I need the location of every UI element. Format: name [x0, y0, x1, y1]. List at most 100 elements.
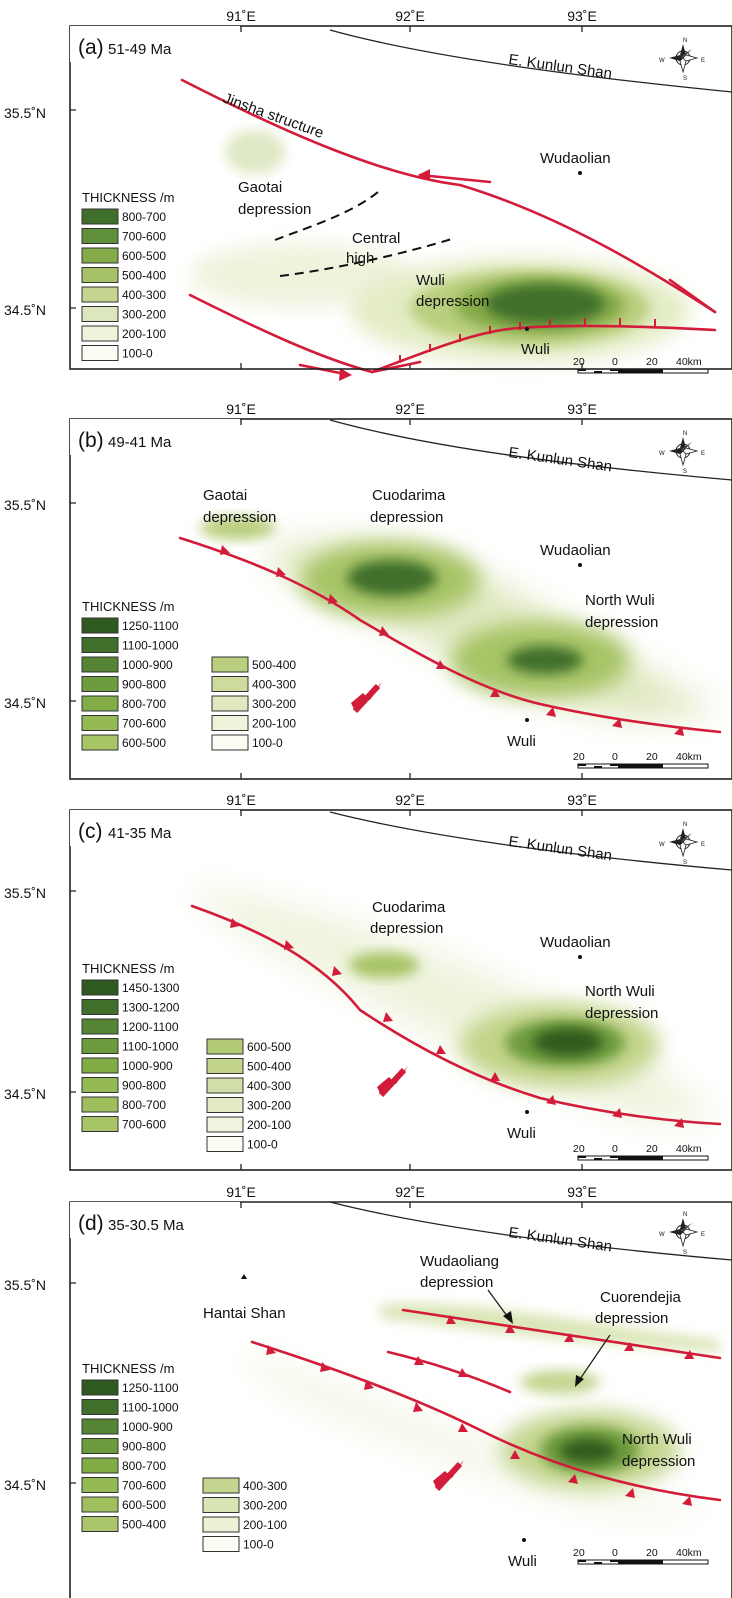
- lon-label-91-b: 91˚E: [226, 401, 256, 417]
- legend-c-item-swatch: [206, 1097, 244, 1113]
- svg-text:20: 20: [646, 751, 658, 763]
- fault-d-north: [401, 1308, 722, 1360]
- compass-e-label: E: [701, 58, 705, 64]
- legend-d-item-swatch: [202, 1477, 240, 1494]
- cuodarima-label-c: Cuodarima: [372, 899, 446, 916]
- legend-d-item-swatch: [202, 1536, 240, 1552]
- legend-d-item-label: 1100-1000: [122, 1401, 179, 1415]
- compass-e-label: E: [701, 451, 705, 457]
- legend-c-item-swatch: [81, 979, 119, 996]
- legend-c-left: 1450-1300 1300-1200 1200-1100 1100-1000 1000…: [81, 979, 180, 1132]
- panel-d: 91˚E 92˚E 93˚E 35.5˚N 34.5˚N E. Kunlun S…: [4, 1184, 732, 1598]
- legend-d-item-label: 700-600: [122, 1479, 166, 1493]
- legend-d-item-label: 600-500: [122, 1498, 166, 1512]
- legend-d-item-label: 500-400: [122, 1518, 166, 1532]
- legend-a: 800-700 700-600 600-500 500-400 400-300 300-2…: [81, 208, 166, 361]
- scalebar-d: 20 0 20 40km: [573, 1547, 709, 1565]
- legend-a-item-label: 500-400: [122, 269, 166, 283]
- legend-b-item-label: 1250-1100: [122, 619, 179, 633]
- legend-d-item-swatch: [81, 1516, 119, 1532]
- legend-b-item-label: 900-800: [122, 678, 166, 692]
- legend-c-item-swatch: [81, 1057, 119, 1074]
- compass-s-label: S: [683, 1250, 687, 1256]
- panel-frame-a: [69, 25, 732, 370]
- legend-c-item-label: 400-300: [247, 1079, 291, 1093]
- legend-c-item-swatch: [206, 1116, 244, 1133]
- legend-c-item-swatch: [81, 1096, 119, 1113]
- legend-b-item-label: 700-600: [122, 717, 166, 731]
- legend-a-item-label: 400-300: [122, 288, 166, 302]
- svg-text:0: 0: [612, 751, 618, 763]
- legend-d-item-label: 1000-900: [122, 1420, 173, 1434]
- panel-title-c: (c): [78, 820, 103, 843]
- central-label-a2: high: [346, 250, 374, 267]
- legend-d-item-label: 400-300: [243, 1479, 287, 1493]
- svg-text:20: 20: [646, 1143, 658, 1155]
- svg-text:0: 0: [612, 356, 618, 368]
- lon-label-92-d: 92˚E: [395, 1184, 425, 1200]
- svg-text:40km: 40km: [676, 356, 702, 368]
- legend-b-item-swatch: [211, 715, 249, 731]
- legend-c-item-swatch: [206, 1038, 244, 1055]
- panel-b: 91˚E 92˚E 93˚E 35.5˚N 34.5˚N E. Kunlun S…: [4, 401, 732, 780]
- legend-d-item-swatch: [81, 1457, 119, 1474]
- legend-d-item-label: 300-200: [243, 1499, 287, 1513]
- legend-d-item-label: 900-800: [122, 1440, 166, 1454]
- fault-c: [190, 904, 722, 1126]
- panel-age-d: 35-30.5 Ma: [108, 1217, 185, 1234]
- wuli-dep-label-a: Wuli: [416, 272, 445, 289]
- lon-label-92-c: 92˚E: [395, 792, 425, 808]
- svg-text:40km: 40km: [676, 751, 702, 763]
- basin-shading-c: [190, 885, 720, 1120]
- compass-e-label: E: [701, 1232, 705, 1238]
- cuodarima-label-b: Cuodarima: [372, 487, 446, 504]
- legend-b-item-label: 400-300: [252, 678, 296, 692]
- svg-text:20: 20: [573, 751, 585, 763]
- cuodarima-label-c2: depression: [370, 920, 443, 937]
- compass-s-label: S: [683, 860, 687, 866]
- kunlun-label-c: E. Kunlun Shan: [507, 833, 613, 864]
- svg-text:0: 0: [612, 1547, 618, 1559]
- legend-b-item-label: 600-500: [122, 736, 166, 750]
- northwuli-label-d2: depression: [622, 1453, 695, 1470]
- legend-d-item-swatch: [81, 1496, 119, 1513]
- legend-b-item-label: 1000-900: [122, 658, 173, 672]
- svg-text:0: 0: [612, 1143, 618, 1155]
- legend-a-item-swatch: [81, 325, 119, 342]
- wudaolian-label-a: Wudaolian: [540, 150, 611, 167]
- lon-label-91-d: 91˚E: [226, 1184, 256, 1200]
- legend-a-item-swatch: [81, 228, 119, 244]
- wuli-dep-label-a2: depression: [416, 293, 489, 310]
- northwuli-label-d: North Wuli: [622, 1431, 692, 1448]
- legend-c-item-swatch: [81, 1038, 119, 1054]
- svg-text:20: 20: [646, 356, 658, 368]
- legend-a-item-swatch: [81, 247, 119, 264]
- jinsha-fault-a: [180, 78, 717, 314]
- legend-b-item-swatch: [81, 715, 119, 731]
- compass-d: N S E W: [659, 1212, 705, 1256]
- legend-c-item-swatch: [81, 1077, 119, 1093]
- legend-c-item-label: 1000-900: [122, 1059, 173, 1073]
- compass-c: N S E W: [659, 822, 705, 866]
- legend-a-item-swatch: [81, 286, 119, 303]
- legend-d-item-swatch: [81, 1418, 119, 1435]
- lon-label-93-c: 93˚E: [567, 792, 597, 808]
- legend-d-item-swatch: [202, 1497, 240, 1513]
- wudaolian-label-c: Wudaolian: [540, 934, 611, 951]
- lat-label-345-d: 34.5˚N: [4, 1477, 46, 1493]
- compass-n-label: N: [683, 38, 687, 44]
- northwuli-label-c: North Wuli: [585, 983, 655, 1000]
- svg-text:20: 20: [573, 1547, 585, 1559]
- lon-label-93-d: 93˚E: [567, 1184, 597, 1200]
- legend-a-item-swatch: [81, 267, 119, 283]
- legend-a-item-label: 100-0: [122, 347, 153, 361]
- legend-a-item-swatch: [81, 345, 119, 361]
- compass-a: N S E W: [659, 38, 705, 82]
- legend-b-item-swatch: [211, 676, 249, 692]
- legend-a-item-label: 200-100: [122, 327, 166, 341]
- wudaoliang-label-d2: depression: [420, 1274, 493, 1291]
- legend-d-item-swatch: [202, 1516, 240, 1533]
- legend-c-item-label: 1300-1200: [122, 1001, 180, 1015]
- legend-b-item-swatch: [211, 734, 249, 751]
